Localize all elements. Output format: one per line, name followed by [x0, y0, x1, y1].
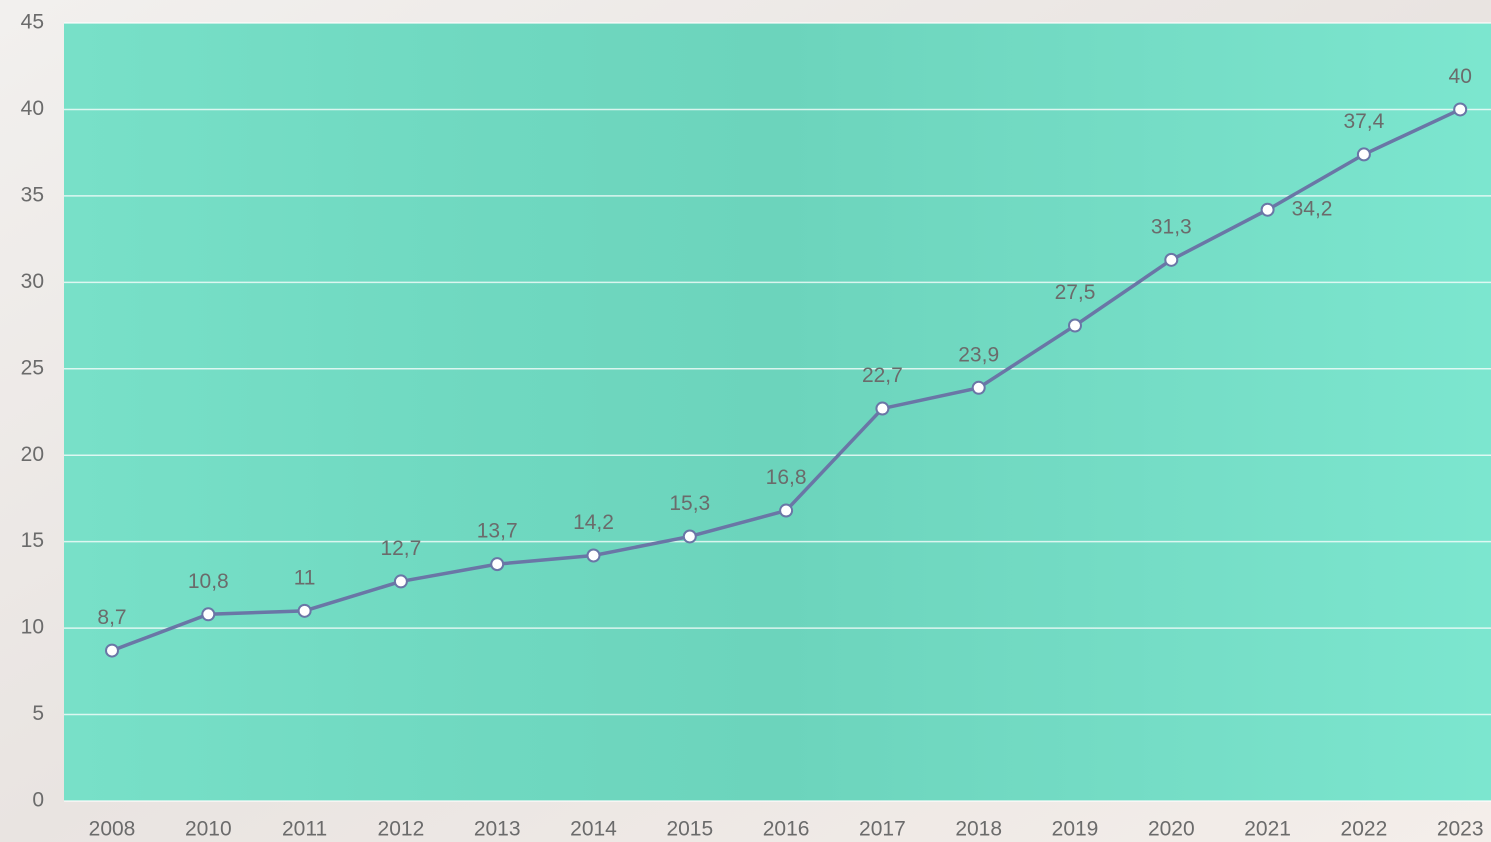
x-tick-label: 2008: [89, 818, 136, 841]
data-label: 22,7: [862, 364, 903, 387]
y-tick-label: 20: [21, 443, 44, 466]
data-label: 11: [294, 566, 316, 589]
y-tick-label: 0: [32, 789, 44, 812]
point: [1068, 318, 1082, 333]
data-label: 37,4: [1343, 110, 1384, 133]
y-tick-label: 45: [21, 11, 44, 34]
data-label: 14,2: [573, 511, 614, 534]
x-tick-label: 2019: [1052, 818, 1099, 841]
x-tick-label: 2022: [1341, 818, 1388, 841]
point: [1164, 252, 1179, 267]
x-tick-label: 2011: [282, 818, 327, 841]
data-label: 10,8: [188, 570, 229, 593]
data-label: 40: [1449, 65, 1472, 88]
data-label: 12,7: [380, 537, 421, 560]
x-tick-label: 2013: [474, 818, 521, 841]
point: [779, 503, 794, 518]
plot-area: [64, 23, 1491, 801]
data-label: 13,7: [477, 520, 518, 543]
point: [1356, 147, 1371, 162]
point: [971, 380, 986, 395]
x-tick-label: 2020: [1148, 818, 1195, 841]
y-tick-label: 40: [21, 97, 44, 120]
y-tick-label: 25: [21, 356, 44, 379]
data-label: 8,7: [97, 606, 126, 629]
data-label: 34,2: [1292, 197, 1333, 220]
point: [875, 401, 890, 416]
point: [1453, 102, 1468, 117]
y-tick-label: 30: [21, 270, 44, 293]
x-tick-label: 2017: [859, 818, 906, 841]
point: [105, 643, 119, 658]
data-label: 23,9: [958, 343, 999, 366]
x-tick-label: 2014: [570, 818, 617, 841]
point: [297, 603, 312, 618]
y-tick-label: 5: [32, 702, 44, 725]
x-tick-label: 2018: [955, 818, 1002, 841]
point: [1260, 202, 1275, 217]
y-tick-label: 10: [21, 616, 44, 639]
point: [586, 548, 601, 563]
data-label: 27,5: [1055, 281, 1096, 304]
x-tick-label: 2023: [1437, 818, 1484, 841]
x-tick-label: 2010: [185, 818, 232, 841]
x-tick-label: 2021: [1244, 818, 1291, 841]
point: [201, 607, 216, 622]
data-label: 31,3: [1151, 215, 1192, 238]
x-tick-label: 2015: [666, 818, 713, 841]
x-tick-label: 2012: [378, 818, 425, 841]
point: [682, 529, 697, 544]
data-label: 16,8: [766, 466, 807, 489]
x-tick-label: 2016: [763, 818, 810, 841]
point: [393, 574, 408, 589]
y-tick-label: 35: [21, 183, 44, 206]
y-tick-label: 15: [21, 529, 44, 552]
data-label: 15,3: [669, 492, 710, 515]
point: [490, 557, 505, 572]
